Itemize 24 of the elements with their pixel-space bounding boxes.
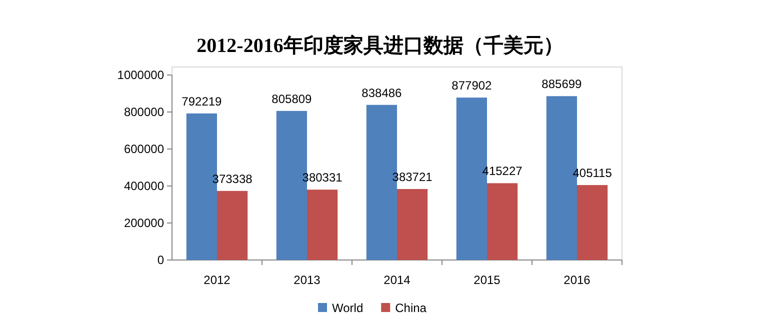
x-tick-label: 2015	[474, 273, 501, 287]
x-tick-label: 2013	[294, 273, 321, 287]
y-tick-label: 0	[157, 253, 164, 267]
legend-label: World	[332, 301, 364, 315]
y-tick-label: 200000	[124, 216, 164, 230]
data-label: 805809	[272, 92, 312, 106]
data-label: 877902	[452, 78, 492, 93]
data-label: 885699	[542, 77, 582, 92]
x-tick-label: 2012	[204, 273, 231, 287]
x-tick-label: 2016	[564, 273, 591, 287]
y-tick-label: 1000000	[117, 68, 164, 82]
bar	[397, 189, 428, 260]
bar	[217, 190, 248, 260]
bar	[577, 185, 608, 260]
y-tick-label: 800000	[124, 105, 164, 119]
data-label: 838486	[362, 86, 402, 100]
y-tick-label: 400000	[124, 179, 164, 193]
bar	[487, 183, 518, 260]
y-tick-label: 600000	[124, 142, 164, 156]
legend-label: China	[395, 301, 427, 315]
bar	[307, 190, 338, 260]
x-tick-label: 2014	[384, 273, 411, 287]
chart-title: 2012-2016年印度家具进口数据（千美元）	[196, 34, 564, 57]
data-label: 792219	[182, 94, 222, 108]
